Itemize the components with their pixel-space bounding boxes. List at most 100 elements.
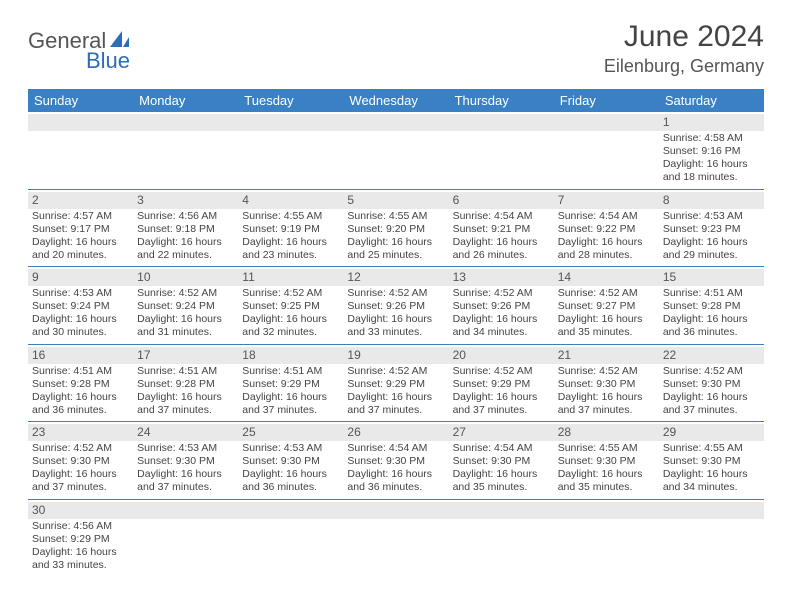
day-cell: 15Sunrise: 4:51 AMSunset: 9:28 PMDayligh…: [659, 267, 764, 344]
sunset-text: Sunset: 9:21 PM: [453, 223, 550, 236]
day-cell: [343, 500, 448, 577]
daylight-text: Daylight: 16 hours: [137, 391, 234, 404]
day-number: 4: [238, 192, 343, 209]
daylight-text: Daylight: 16 hours: [453, 313, 550, 326]
sunrise-text: Sunrise: 4:51 AM: [137, 365, 234, 378]
daylight-text: Daylight: 16 hours: [242, 391, 339, 404]
daylight-text: and 33 minutes.: [32, 559, 129, 572]
daylight-text: and 28 minutes.: [558, 249, 655, 262]
sunset-text: Sunset: 9:20 PM: [347, 223, 444, 236]
day-number: 20: [449, 347, 554, 364]
sunset-text: Sunset: 9:18 PM: [137, 223, 234, 236]
sunrise-text: Sunrise: 4:55 AM: [558, 442, 655, 455]
day-cell: 9Sunrise: 4:53 AMSunset: 9:24 PMDaylight…: [28, 267, 133, 344]
sunset-text: Sunset: 9:30 PM: [347, 455, 444, 468]
day-number: 27: [449, 424, 554, 441]
day-cell: [133, 500, 238, 577]
sunrise-text: Sunrise: 4:56 AM: [32, 520, 129, 533]
day-cell: 11Sunrise: 4:52 AMSunset: 9:25 PMDayligh…: [238, 267, 343, 344]
day-number: [554, 502, 659, 519]
sunset-text: Sunset: 9:29 PM: [242, 378, 339, 391]
daylight-text: and 35 minutes.: [558, 481, 655, 494]
sunrise-text: Sunrise: 4:51 AM: [32, 365, 129, 378]
sunset-text: Sunset: 9:28 PM: [32, 378, 129, 391]
sunrise-text: Sunrise: 4:53 AM: [242, 442, 339, 455]
sunset-text: Sunset: 9:30 PM: [137, 455, 234, 468]
sunrise-text: Sunrise: 4:51 AM: [242, 365, 339, 378]
sunrise-text: Sunrise: 4:52 AM: [453, 365, 550, 378]
daylight-text: and 18 minutes.: [663, 171, 760, 184]
weekday-header: Wednesday: [343, 89, 448, 112]
daylight-text: Daylight: 16 hours: [558, 391, 655, 404]
sunset-text: Sunset: 9:23 PM: [663, 223, 760, 236]
sunrise-text: Sunrise: 4:55 AM: [347, 210, 444, 223]
sunset-text: Sunset: 9:30 PM: [558, 455, 655, 468]
day-cell: [343, 112, 448, 189]
day-cell: 20Sunrise: 4:52 AMSunset: 9:29 PMDayligh…: [449, 345, 554, 422]
daylight-text: and 37 minutes.: [347, 404, 444, 417]
sunrise-text: Sunrise: 4:52 AM: [453, 287, 550, 300]
day-cell: 22Sunrise: 4:52 AMSunset: 9:30 PMDayligh…: [659, 345, 764, 422]
day-cell: 2Sunrise: 4:57 AMSunset: 9:17 PMDaylight…: [28, 190, 133, 267]
day-number: 17: [133, 347, 238, 364]
week-row: 9Sunrise: 4:53 AMSunset: 9:24 PMDaylight…: [28, 267, 764, 345]
daylight-text: Daylight: 16 hours: [137, 313, 234, 326]
daylight-text: and 22 minutes.: [137, 249, 234, 262]
sunset-text: Sunset: 9:28 PM: [137, 378, 234, 391]
daylight-text: Daylight: 16 hours: [347, 468, 444, 481]
daylight-text: and 29 minutes.: [663, 249, 760, 262]
sunrise-text: Sunrise: 4:55 AM: [242, 210, 339, 223]
sunrise-text: Sunrise: 4:52 AM: [137, 287, 234, 300]
day-cell: [238, 112, 343, 189]
day-cell: [554, 500, 659, 577]
day-cell: 6Sunrise: 4:54 AMSunset: 9:21 PMDaylight…: [449, 190, 554, 267]
sunrise-text: Sunrise: 4:57 AM: [32, 210, 129, 223]
daylight-text: Daylight: 16 hours: [32, 391, 129, 404]
day-cell: [238, 500, 343, 577]
sunrise-text: Sunrise: 4:54 AM: [453, 442, 550, 455]
daylight-text: Daylight: 16 hours: [663, 468, 760, 481]
day-number: [133, 502, 238, 519]
day-number: 24: [133, 424, 238, 441]
day-cell: 5Sunrise: 4:55 AMSunset: 9:20 PMDaylight…: [343, 190, 448, 267]
month-title: June 2024: [604, 20, 764, 54]
day-cell: [554, 112, 659, 189]
sunset-text: Sunset: 9:16 PM: [663, 145, 760, 158]
sunrise-text: Sunrise: 4:52 AM: [663, 365, 760, 378]
sunset-text: Sunset: 9:22 PM: [558, 223, 655, 236]
daylight-text: Daylight: 16 hours: [32, 546, 129, 559]
sunrise-text: Sunrise: 4:52 AM: [347, 287, 444, 300]
week-row: 23Sunrise: 4:52 AMSunset: 9:30 PMDayligh…: [28, 422, 764, 500]
week-row: 16Sunrise: 4:51 AMSunset: 9:28 PMDayligh…: [28, 345, 764, 423]
daylight-text: and 37 minutes.: [453, 404, 550, 417]
day-number: 22: [659, 347, 764, 364]
day-number: 10: [133, 269, 238, 286]
daylight-text: Daylight: 16 hours: [663, 391, 760, 404]
sunset-text: Sunset: 9:29 PM: [453, 378, 550, 391]
day-number: [343, 502, 448, 519]
daylight-text: Daylight: 16 hours: [663, 236, 760, 249]
sunset-text: Sunset: 9:28 PM: [663, 300, 760, 313]
logo-text-blue: Blue: [86, 48, 130, 73]
daylight-text: Daylight: 16 hours: [558, 313, 655, 326]
daylight-text: and 35 minutes.: [453, 481, 550, 494]
sunset-text: Sunset: 9:26 PM: [453, 300, 550, 313]
daylight-text: and 35 minutes.: [558, 326, 655, 339]
sunset-text: Sunset: 9:19 PM: [242, 223, 339, 236]
sunrise-text: Sunrise: 4:54 AM: [453, 210, 550, 223]
title-block: June 2024 Eilenburg, Germany: [604, 20, 764, 77]
day-cell: 12Sunrise: 4:52 AMSunset: 9:26 PMDayligh…: [343, 267, 448, 344]
day-number: [449, 502, 554, 519]
daylight-text: Daylight: 16 hours: [242, 468, 339, 481]
weekday-header-row: Sunday Monday Tuesday Wednesday Thursday…: [28, 89, 764, 112]
daylight-text: and 34 minutes.: [453, 326, 550, 339]
sunrise-text: Sunrise: 4:58 AM: [663, 132, 760, 145]
day-cell: 19Sunrise: 4:52 AMSunset: 9:29 PMDayligh…: [343, 345, 448, 422]
day-cell: 10Sunrise: 4:52 AMSunset: 9:24 PMDayligh…: [133, 267, 238, 344]
day-number: 19: [343, 347, 448, 364]
daylight-text: and 36 minutes.: [347, 481, 444, 494]
daylight-text: and 36 minutes.: [242, 481, 339, 494]
day-number: [28, 114, 133, 131]
day-number: 30: [28, 502, 133, 519]
sunset-text: Sunset: 9:27 PM: [558, 300, 655, 313]
